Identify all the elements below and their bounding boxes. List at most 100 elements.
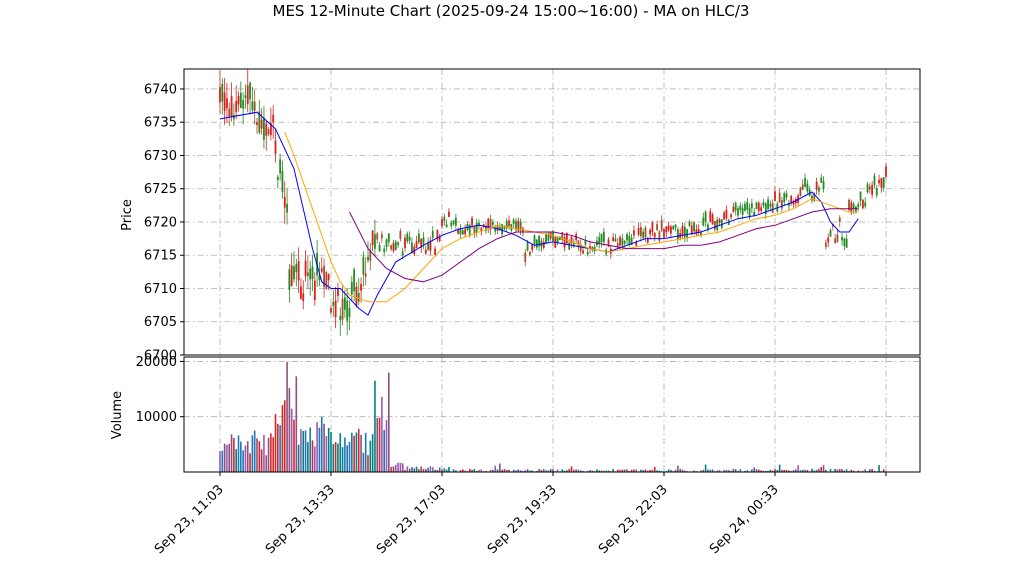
candle-body	[379, 245, 381, 252]
price-axis-label: Price	[120, 199, 135, 231]
candle-body	[878, 180, 880, 183]
candle-body	[779, 192, 781, 202]
candle-body	[645, 228, 647, 238]
candle-body	[693, 222, 695, 231]
candle-body	[885, 166, 887, 176]
candle-body	[816, 182, 818, 190]
candle-body	[603, 232, 605, 242]
volume-bar	[302, 431, 304, 472]
price-tick-label: 6725	[144, 182, 177, 197]
volume-axis-label: Volume	[110, 391, 125, 439]
candle-body	[638, 228, 640, 235]
volume-bar	[878, 465, 880, 472]
volume-bar	[291, 409, 293, 472]
candle-body	[300, 286, 302, 298]
candle-body	[453, 220, 455, 224]
volume-bar	[300, 429, 302, 472]
volume-bar	[407, 466, 409, 472]
candle-body	[753, 212, 755, 215]
candle-body	[513, 219, 515, 224]
volume-bar	[411, 467, 413, 472]
candle-body	[286, 204, 288, 213]
candle-body	[670, 227, 672, 234]
volume-bar	[439, 467, 441, 472]
candle-body	[682, 226, 684, 235]
candle-body	[534, 236, 536, 245]
volume-bar	[376, 418, 378, 472]
candle-body	[800, 187, 802, 196]
candle-body	[238, 96, 240, 104]
candle-body	[536, 240, 538, 248]
volume-bar	[448, 467, 450, 472]
candle-body	[686, 229, 688, 238]
volume-bar	[222, 451, 224, 472]
candle-body	[527, 242, 529, 250]
candle-body	[245, 95, 247, 98]
x-tick-label: Sep 23, 22:03	[596, 482, 671, 557]
candle-body	[869, 186, 871, 189]
volume-bar	[228, 444, 230, 472]
volume-bar	[235, 449, 237, 472]
candle-body	[395, 242, 397, 250]
price-candles	[219, 69, 887, 336]
volume-bar	[256, 438, 258, 472]
candle-body	[423, 237, 425, 244]
x-tick-label: Sep 24, 00:33	[707, 482, 782, 557]
candle-body	[309, 269, 311, 280]
candle-body	[356, 287, 358, 306]
candle-body	[404, 238, 406, 248]
price-tick-label: 6720	[144, 215, 177, 230]
volume-bar	[261, 449, 263, 472]
candle-body	[723, 213, 725, 220]
candle-body	[457, 230, 459, 233]
candle-body	[335, 301, 337, 318]
candle-body	[587, 252, 589, 255]
volume-bar	[823, 465, 825, 472]
candle-body	[402, 251, 404, 255]
volume-bar	[374, 381, 376, 472]
volume-bar	[298, 445, 300, 472]
volume-bar	[284, 400, 286, 472]
candle-body	[247, 85, 249, 103]
candle-body	[783, 193, 785, 202]
candle-body	[386, 239, 388, 247]
candle-body	[251, 101, 253, 110]
candle-body	[876, 188, 878, 195]
volume-bar	[305, 430, 307, 472]
volume-bar	[444, 468, 446, 472]
candle-body	[349, 308, 351, 317]
volume-bar	[289, 388, 291, 472]
candle-body	[302, 293, 304, 301]
candle-body	[656, 224, 658, 230]
volume-bar	[409, 469, 411, 472]
candle-body	[543, 242, 545, 248]
candle-body	[737, 208, 739, 215]
candle-body	[508, 220, 510, 226]
volume-bar	[321, 417, 323, 472]
candle-body	[827, 238, 829, 243]
candle-body	[862, 200, 864, 208]
candle-body	[830, 230, 832, 236]
candle-body	[291, 265, 293, 286]
candle-body	[709, 211, 711, 221]
candle-body	[471, 218, 473, 225]
candle-body	[661, 220, 663, 230]
volume-bar	[312, 440, 314, 472]
candle-body	[418, 234, 420, 243]
candle-body	[360, 284, 362, 291]
candle-body	[716, 220, 718, 230]
volume-bar	[779, 465, 781, 472]
candle-body	[864, 202, 866, 206]
candle-body	[654, 233, 656, 237]
candle-body	[282, 171, 284, 192]
candle-body	[714, 221, 716, 229]
candle-body	[806, 184, 808, 192]
candle-body	[275, 141, 277, 154]
price-panel-frame	[184, 69, 920, 355]
volume-bar	[226, 445, 228, 472]
volume-bar	[346, 445, 348, 472]
candle-body	[763, 202, 765, 205]
x-tick-label: Sep 23, 17:03	[374, 482, 449, 557]
